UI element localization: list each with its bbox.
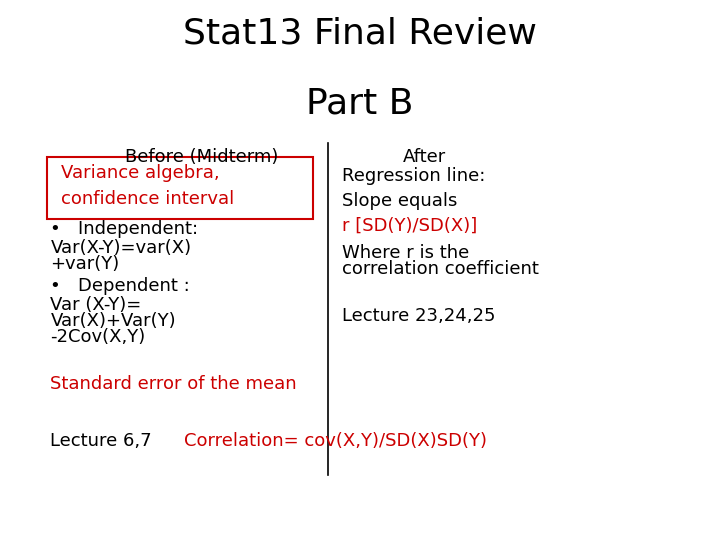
Text: Stat13 Final Review: Stat13 Final Review	[183, 16, 537, 50]
Text: Lecture 23,24,25: Lecture 23,24,25	[342, 307, 495, 325]
Text: •   Dependent :: • Dependent :	[50, 277, 190, 295]
Text: Before (Midterm): Before (Midterm)	[125, 148, 279, 166]
Text: Correlation= cov(X,Y)/SD(X)SD(Y): Correlation= cov(X,Y)/SD(X)SD(Y)	[184, 432, 487, 450]
Text: Regression line:: Regression line:	[342, 167, 485, 185]
Text: Var(X-Y)=var(X): Var(X-Y)=var(X)	[50, 239, 192, 257]
Text: Lecture 6,7: Lecture 6,7	[50, 432, 152, 450]
Text: r [SD(Y)/SD(X)]: r [SD(Y)/SD(X)]	[342, 217, 477, 235]
Text: Standard error of the mean: Standard error of the mean	[50, 375, 297, 393]
Text: -2Cov(X,Y): -2Cov(X,Y)	[50, 328, 145, 346]
Text: confidence interval: confidence interval	[61, 190, 235, 207]
Text: •   Independent:: • Independent:	[50, 220, 199, 238]
Text: +var(Y): +var(Y)	[50, 255, 120, 273]
Text: Variance algebra,: Variance algebra,	[61, 164, 220, 181]
Text: Where r is the: Where r is the	[342, 244, 469, 262]
Text: Var(X)+Var(Y): Var(X)+Var(Y)	[50, 312, 176, 330]
Text: Part B: Part B	[306, 86, 414, 120]
Text: Slope equals: Slope equals	[342, 192, 457, 210]
Text: After: After	[403, 148, 446, 166]
Text: Var (X-Y)=: Var (X-Y)=	[50, 296, 142, 314]
Text: correlation coefficient: correlation coefficient	[342, 260, 539, 278]
